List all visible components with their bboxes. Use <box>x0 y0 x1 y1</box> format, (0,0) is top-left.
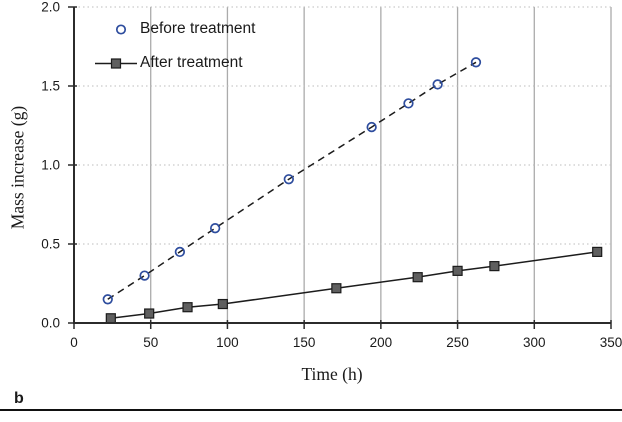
figure-label: b <box>14 390 24 407</box>
svg-text:1.5: 1.5 <box>41 79 60 94</box>
open-circle-marker-icon <box>94 22 138 36</box>
panel-divider <box>0 409 622 411</box>
svg-text:100: 100 <box>216 335 239 350</box>
svg-text:150: 150 <box>293 335 316 350</box>
svg-text:200: 200 <box>370 335 393 350</box>
x-axis-title: Time (h) <box>301 364 363 384</box>
svg-text:350: 350 <box>600 335 622 350</box>
y-axis-title: Mass increase (g) <box>7 105 28 230</box>
legend-label-before: Before treatment <box>140 20 256 37</box>
svg-text:250: 250 <box>446 335 469 350</box>
svg-text:50: 50 <box>143 335 158 350</box>
line-square-marker-icon <box>94 56 138 70</box>
legend-label-after: After treatment <box>140 54 243 71</box>
svg-text:0.0: 0.0 <box>41 316 60 331</box>
svg-text:1.0: 1.0 <box>41 158 60 173</box>
legend-item-before-treatment: Before treatment <box>94 18 255 40</box>
svg-text:2.0: 2.0 <box>41 0 60 15</box>
legend-item-after-treatment: After treatment <box>94 52 255 74</box>
svg-text:0.5: 0.5 <box>41 237 60 252</box>
svg-text:0: 0 <box>70 335 78 350</box>
svg-text:300: 300 <box>523 335 546 350</box>
legend: Before treatment After treatment <box>94 18 255 74</box>
